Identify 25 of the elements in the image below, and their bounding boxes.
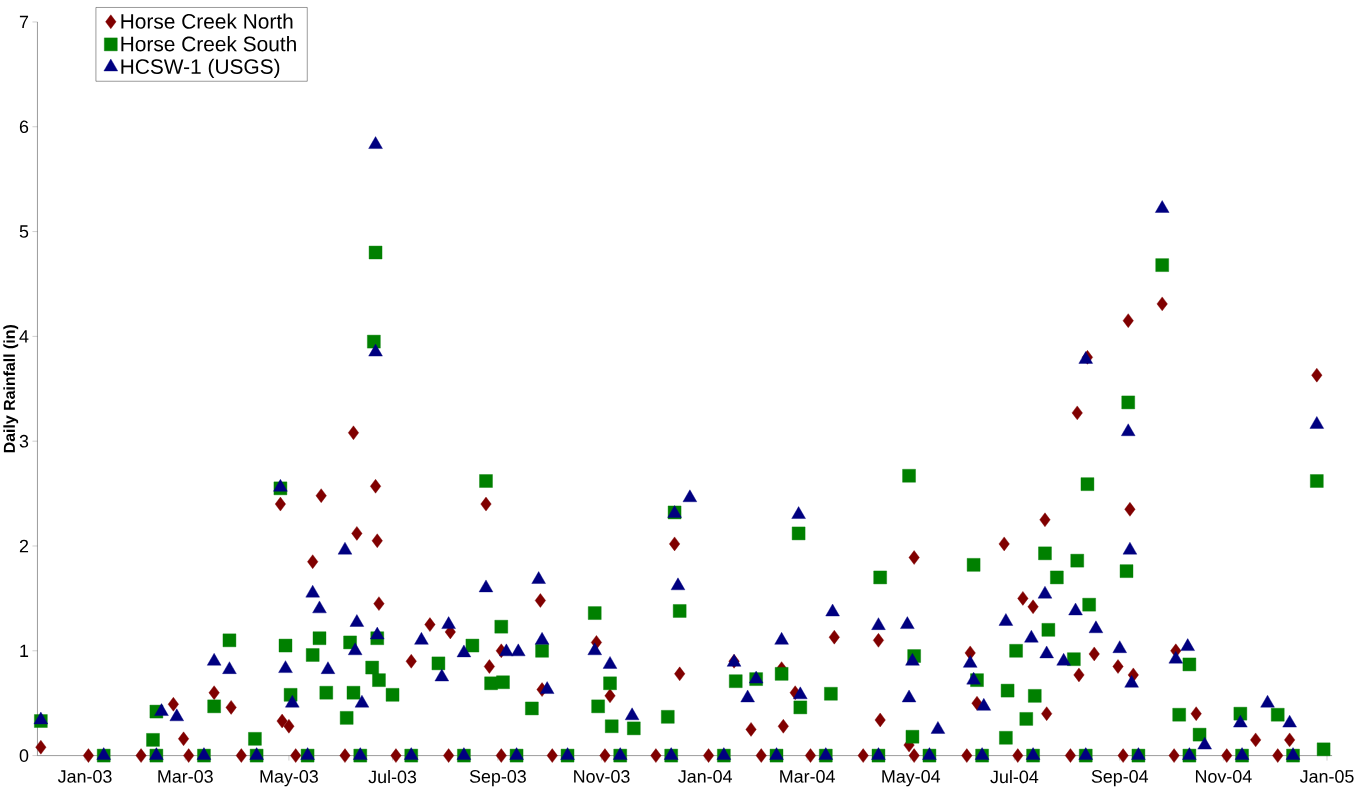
x-tick-label: May-04: [882, 770, 941, 787]
x-tick-label: Sep-03: [469, 770, 526, 787]
x-tick-label: Sep-04: [1091, 770, 1149, 787]
x-tick-label: Mar-03: [158, 770, 213, 783]
y-tick-label: 0: [19, 749, 29, 763]
x-tick-label: Jan-05: [1299, 770, 1354, 783]
y-axis-title: Daily Rainfall (in): [3, 325, 19, 453]
x-tick-label: May-03: [260, 770, 318, 787]
y-tick-label: 3: [19, 435, 29, 448]
y-tick-label: 4: [19, 330, 29, 343]
x-tick-label: Nov-03: [574, 770, 630, 783]
x-tick-label: Nov-04: [1195, 770, 1252, 783]
y-tick-label: 7: [19, 16, 29, 29]
y-tick-label: 2: [19, 539, 29, 553]
legend-label: Horse Creek South: [121, 36, 296, 52]
y-tick-label: 6: [19, 120, 29, 134]
x-tick-label: Jul-03: [368, 770, 417, 784]
x-tick-label: Jul-04: [990, 770, 1039, 784]
x-tick-label: Jan-03: [57, 770, 112, 783]
legend-label: Horse Creek North: [121, 13, 293, 30]
x-tick-label: Jan-04: [678, 770, 732, 783]
legend-label: HCSW-1 (USGS): [121, 58, 280, 79]
x-tick-label: Mar-04: [780, 770, 835, 783]
y-tick-label: 5: [19, 225, 29, 239]
y-tick-label: 1: [20, 644, 29, 658]
